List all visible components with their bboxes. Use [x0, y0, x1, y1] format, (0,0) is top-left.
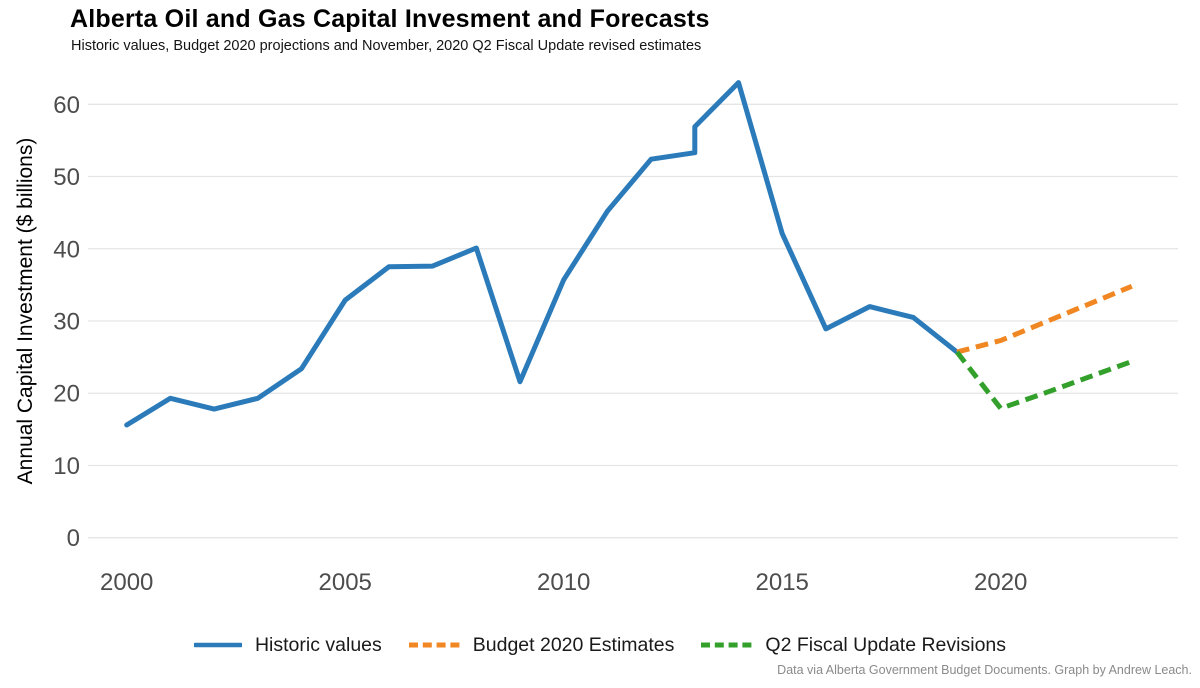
legend-key-green-dash-icon: [701, 642, 753, 648]
y-tick-label-40: 40: [53, 236, 80, 263]
y-tick-label-20: 20: [53, 381, 80, 408]
legend-label-q2-revisions: Q2 Fiscal Update Revisions: [765, 633, 1007, 656]
x-tick-label-2015: 2015: [756, 569, 809, 596]
series-line-1-budget-2020-estimates: [956, 283, 1133, 355]
chart-subtitle: Historic values, Budget 2020 projections…: [71, 38, 702, 54]
chart-title: Alberta Oil and Gas Capital Invesment an…: [70, 5, 710, 33]
y-tick-label-50: 50: [53, 164, 80, 191]
y-tick-label-0: 0: [67, 525, 80, 552]
x-tick-label-2000: 2000: [100, 569, 153, 596]
data-source-caption: Data via Alberta Government Budget Docum…: [777, 663, 1192, 677]
legend-label-budget-2020: Budget 2020 Estimates: [472, 633, 675, 656]
legend-item-budget-2020: Budget 2020 Estimates: [408, 633, 675, 657]
x-tick-label-2005: 2005: [319, 569, 372, 596]
legend-item-q2-revisions: Q2 Fiscal Update Revisions: [700, 634, 1006, 657]
y-tick-label-30: 30: [53, 309, 80, 336]
x-tick-label-2020: 2020: [974, 569, 1027, 596]
y-tick-label-10: 10: [53, 453, 80, 480]
legend-item-historic: Historic values: [193, 633, 382, 657]
y-axis-title: Annual Capital Investment ($ billions): [14, 138, 37, 485]
series-line-0-historic-values: [124, 80, 960, 428]
x-tick-label-2010: 2010: [537, 569, 590, 596]
y-tick-label-60: 60: [53, 92, 80, 119]
legend-label-historic: Historic values: [254, 633, 382, 656]
legend-key-solid-line-icon: [193, 642, 242, 648]
series-line-2-q2-fiscal-update-revisions: [955, 350, 1133, 411]
legend: Historic values Budget 2020 Estimates Q2…: [0, 628, 1200, 662]
legend-key-orange-dash-icon: [408, 642, 460, 648]
